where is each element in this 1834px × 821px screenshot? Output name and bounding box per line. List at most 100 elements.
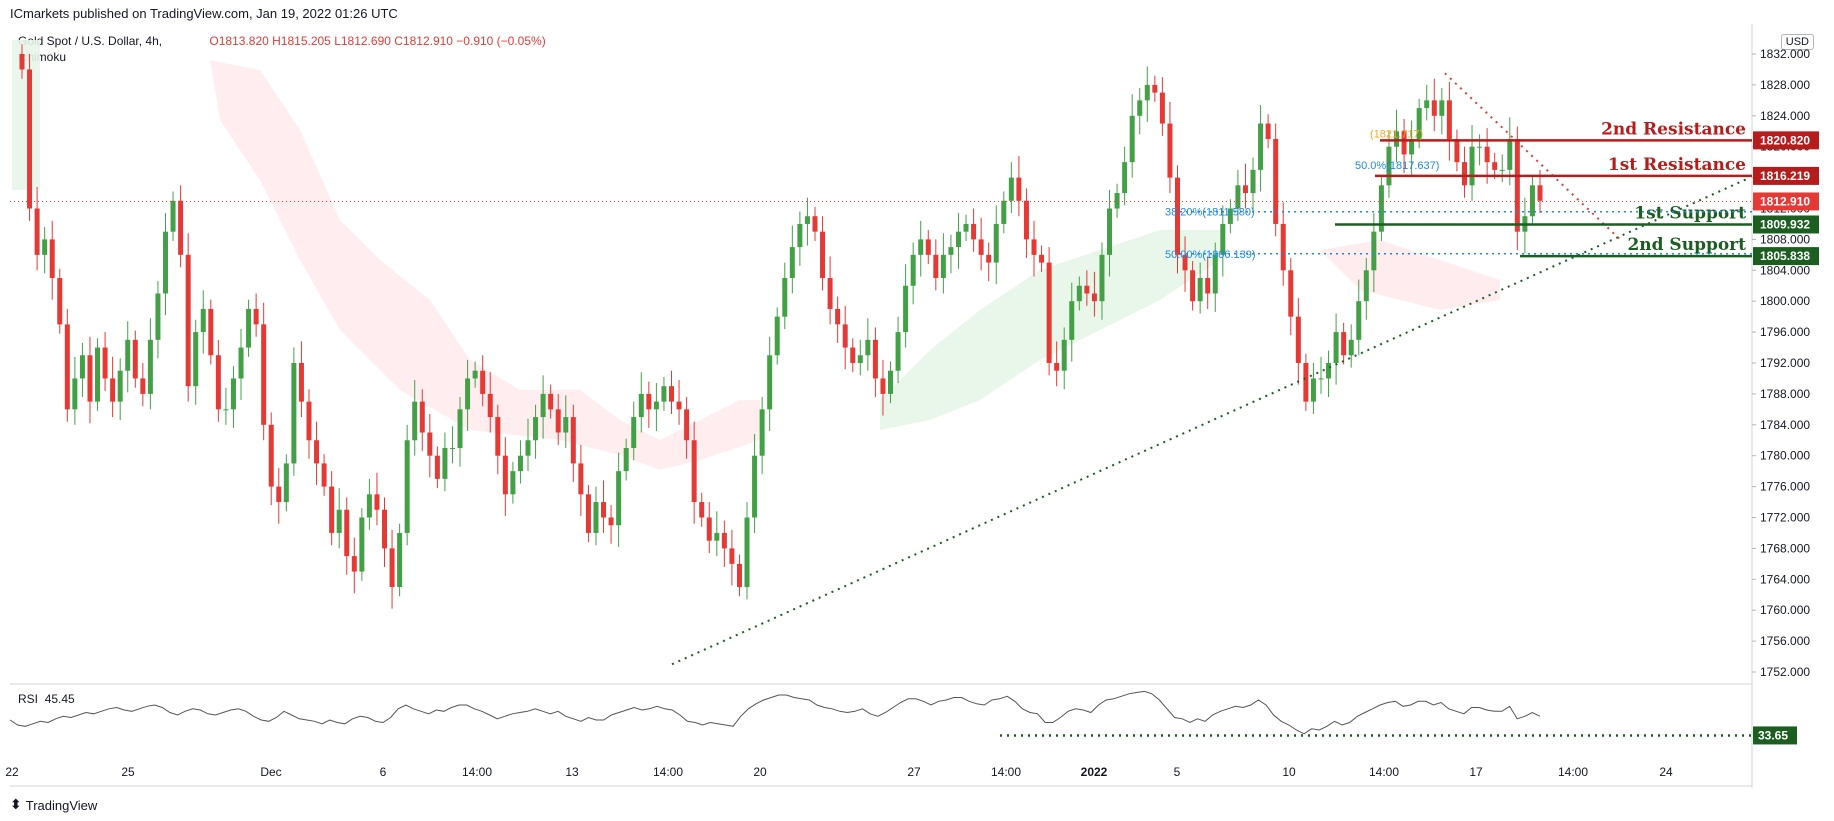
candle-body bbox=[699, 502, 705, 518]
symbol-legend: Gold Spot / U.S. Dollar, 4h, O1813.820 H… bbox=[18, 34, 546, 48]
candle-body bbox=[789, 247, 795, 279]
candle-body bbox=[842, 324, 848, 348]
candle-body bbox=[691, 440, 697, 503]
candle-body bbox=[835, 308, 841, 325]
candle-body bbox=[888, 370, 894, 394]
candle-body bbox=[827, 278, 833, 309]
candle-body bbox=[268, 424, 274, 487]
fib-label: 50.00%(1806.139) bbox=[1165, 249, 1256, 261]
candle-body bbox=[986, 254, 992, 263]
candle-body bbox=[1159, 92, 1165, 124]
candle-body bbox=[1469, 146, 1475, 186]
candle-body bbox=[1371, 231, 1377, 271]
candle-body bbox=[1348, 339, 1354, 356]
level-price-tag bbox=[1753, 131, 1819, 150]
candle-body bbox=[1477, 146, 1483, 148]
candle-body bbox=[351, 556, 357, 572]
currency-button[interactable]: USD bbox=[1780, 34, 1814, 50]
candle-body bbox=[1409, 138, 1415, 155]
level-price-label: 1805.838 bbox=[1760, 249, 1810, 263]
candle-body bbox=[804, 216, 810, 224]
y-tick-label: 1760.000 bbox=[1760, 603, 1810, 617]
level-price-tag bbox=[1753, 192, 1819, 211]
candle-body bbox=[1258, 123, 1264, 170]
candle-body bbox=[1454, 138, 1460, 163]
candle-body bbox=[132, 339, 138, 379]
candle-body bbox=[1310, 378, 1316, 402]
candle-body bbox=[246, 308, 252, 348]
candle-body bbox=[374, 494, 380, 510]
candle-body bbox=[1174, 177, 1180, 255]
candle-body bbox=[306, 401, 312, 441]
candle-body bbox=[223, 409, 229, 411]
candle-body bbox=[1031, 239, 1037, 255]
candle-body bbox=[1288, 270, 1294, 317]
candle-body bbox=[1378, 185, 1384, 232]
candle-body bbox=[1084, 285, 1090, 294]
candle-body bbox=[510, 471, 516, 495]
candle-body bbox=[178, 200, 184, 255]
candle-body bbox=[1318, 378, 1324, 380]
cloud-bear-recent bbox=[1320, 240, 1500, 310]
candle-body bbox=[616, 471, 622, 526]
tradingview-logo[interactable]: ⬍ TradingView bbox=[10, 797, 97, 813]
candle-body bbox=[955, 231, 961, 248]
level-label: 1st Resistance bbox=[1608, 155, 1746, 175]
candle-body bbox=[1114, 193, 1120, 209]
level-price-label: 1809.932 bbox=[1760, 217, 1810, 231]
candle-body bbox=[555, 409, 561, 433]
candle-body bbox=[978, 239, 984, 255]
candle-body bbox=[585, 494, 591, 533]
candle-body bbox=[1046, 262, 1052, 363]
candle-body bbox=[185, 254, 191, 387]
candle-body bbox=[95, 347, 101, 402]
candle-body bbox=[238, 347, 244, 379]
rsi-label: RSI bbox=[18, 692, 39, 706]
candle-body bbox=[261, 324, 267, 425]
candle-body bbox=[925, 239, 931, 255]
rsi-legend: RSI 45.45 bbox=[18, 692, 75, 706]
candle-body bbox=[940, 254, 946, 279]
candle-body bbox=[910, 254, 916, 286]
candle-body bbox=[276, 486, 282, 503]
candle-body bbox=[200, 308, 206, 333]
y-tick-label: 1776.000 bbox=[1760, 480, 1810, 494]
candle-body bbox=[253, 308, 259, 325]
candle-body bbox=[1144, 84, 1150, 101]
candle-body bbox=[548, 393, 554, 410]
candle-body bbox=[1394, 131, 1400, 147]
candle-body bbox=[344, 509, 350, 557]
y-tick-label: 1792.000 bbox=[1760, 356, 1810, 370]
candle-body bbox=[729, 548, 735, 564]
candle-body bbox=[1416, 108, 1422, 139]
candle-body bbox=[1333, 332, 1339, 363]
candle-body bbox=[427, 432, 433, 456]
candle-body bbox=[714, 532, 720, 541]
candle-body bbox=[1537, 185, 1543, 201]
candle-body bbox=[752, 455, 758, 518]
candle-body bbox=[608, 517, 614, 526]
candle-body bbox=[1492, 162, 1498, 170]
candle-body bbox=[397, 532, 403, 588]
candle-body bbox=[140, 378, 146, 394]
candle-body bbox=[79, 355, 85, 379]
candle-body bbox=[1069, 301, 1075, 340]
candle-body bbox=[42, 239, 48, 255]
x-tick-label: Dec bbox=[260, 765, 281, 779]
candle-body bbox=[465, 378, 471, 410]
candle-body bbox=[1499, 169, 1505, 171]
candle-body bbox=[1461, 162, 1467, 186]
candles bbox=[19, 44, 1543, 609]
candle-body bbox=[1182, 254, 1188, 271]
candle-body bbox=[1220, 223, 1226, 255]
candle-body bbox=[314, 440, 320, 464]
candle-body bbox=[1190, 270, 1196, 302]
candle-body bbox=[170, 200, 176, 232]
candle-body bbox=[857, 355, 863, 363]
candle-body bbox=[359, 517, 365, 572]
level-price-label: 1812.910 bbox=[1760, 194, 1810, 208]
candle-body bbox=[1205, 278, 1211, 294]
candle-body bbox=[1386, 146, 1392, 186]
level-label: 1st Support bbox=[1634, 203, 1746, 223]
